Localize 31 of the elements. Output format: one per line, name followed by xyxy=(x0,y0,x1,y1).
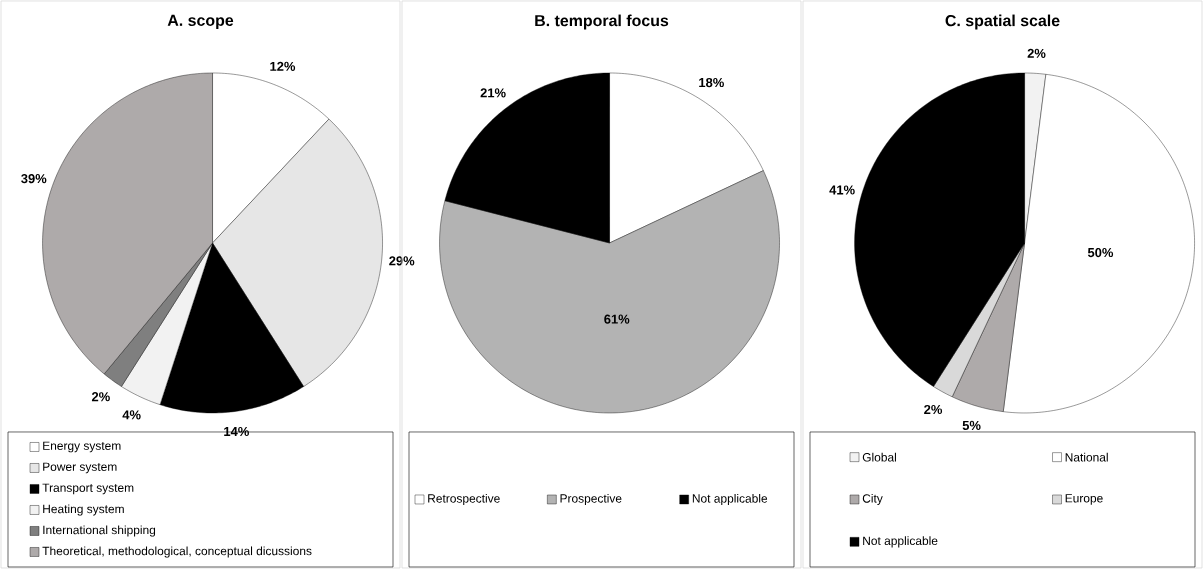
legend-label: Not applicable xyxy=(692,493,768,506)
data-label: 2% xyxy=(1027,48,1046,58)
legend-label: Retrospective xyxy=(428,493,500,506)
legend-label: City xyxy=(862,493,883,506)
legend-label: Heating system xyxy=(43,504,124,516)
legend-label: Global xyxy=(862,452,896,462)
data-label: 2% xyxy=(924,404,943,415)
chart-title: B. temporal focus xyxy=(535,14,669,30)
data-label: 18% xyxy=(699,77,724,88)
legend-label: Transport system xyxy=(42,483,134,495)
data-label: 14% xyxy=(224,426,249,437)
legend-label: Power system xyxy=(43,462,117,474)
legend-label: Not applicable xyxy=(863,536,938,548)
legend-label: Europe xyxy=(1065,494,1103,505)
data-label: 39% xyxy=(21,174,47,184)
data-label: 61% xyxy=(604,314,630,324)
legend-label: Prospective xyxy=(560,493,622,506)
legend-label: Theoretical, methodological, conceptual dicussions xyxy=(42,546,312,558)
data-label: 50% xyxy=(1087,247,1114,258)
data-label: 21% xyxy=(480,88,506,98)
data-label: 29% xyxy=(389,256,415,266)
legend-label: Energy system xyxy=(43,441,121,453)
data-label: 12% xyxy=(270,61,296,71)
legend-label: International shipping xyxy=(43,525,156,537)
chart-title: A. scope xyxy=(167,14,234,30)
legend-label: National xyxy=(1065,452,1108,462)
data-label: 5% xyxy=(962,420,981,431)
chart-title: C. spatial scale xyxy=(945,14,1060,30)
data-label: 4% xyxy=(122,410,141,420)
data-label: 41% xyxy=(829,185,855,195)
data-label: 2% xyxy=(91,392,110,402)
